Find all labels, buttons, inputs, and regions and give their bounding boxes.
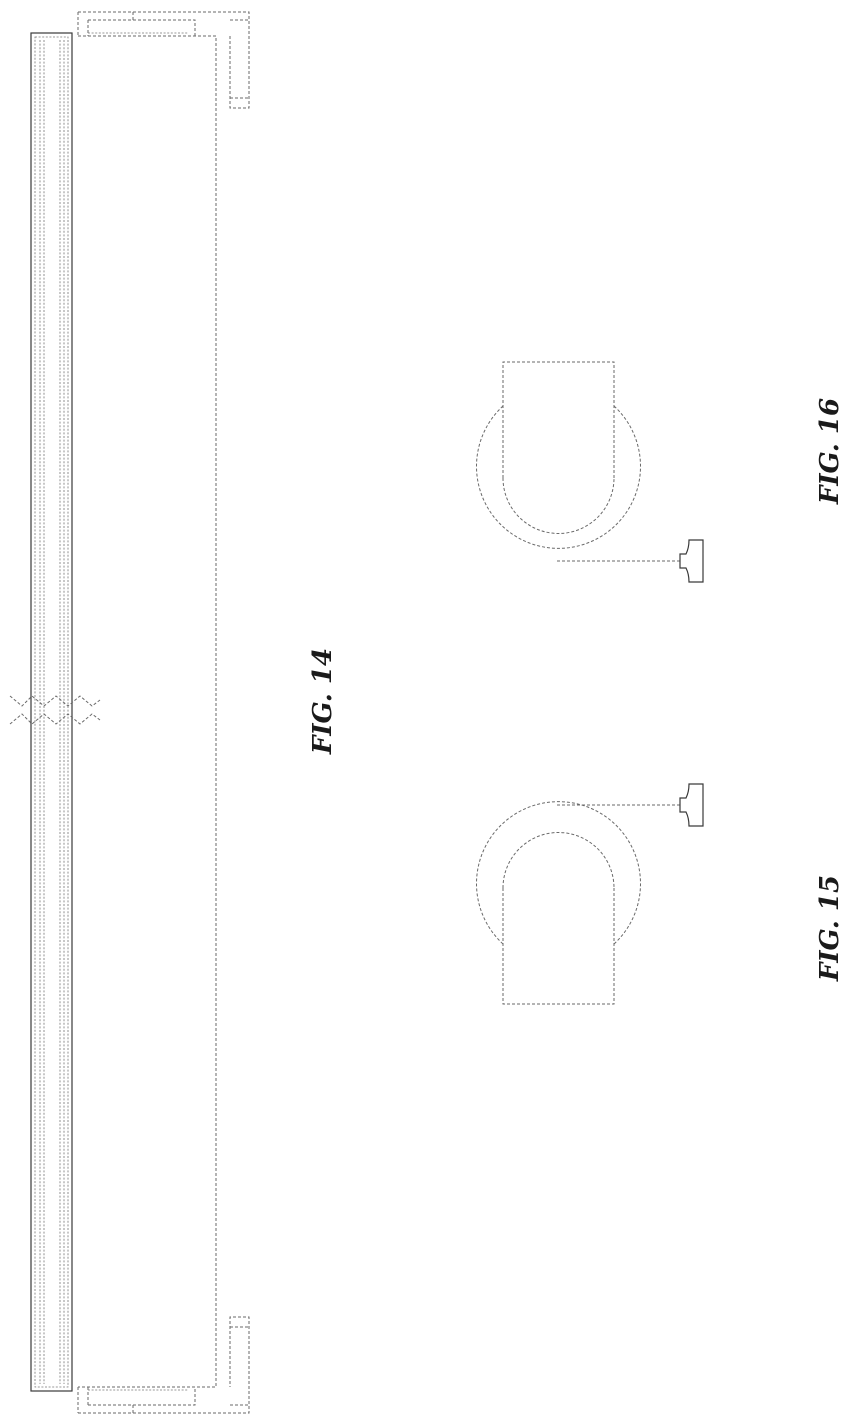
fig14-bottom-bracket [78,1317,249,1413]
fig15-drawing [476,784,703,1004]
fig16-drawing [476,362,703,582]
fig15-stem [503,888,614,1004]
fig14-rail-outer [31,33,72,1391]
fig15-end-tab [680,784,703,826]
fig14-label: FIG. 14 [308,646,338,756]
fig16-label: FIG. 16 [815,396,845,506]
fig14-housing-outline [78,36,216,1387]
fig16-inner-arc [503,478,614,534]
fig15-inner-arc [503,833,614,889]
fig15-label: FIG. 15 [815,873,845,983]
fig16-stem [503,362,614,478]
fig15-outer-arc [476,802,640,944]
fig14-drawing [10,12,249,1413]
fig16-outer-arc [476,406,640,548]
fig14-top-bracket [78,12,249,108]
fig16-end-tab [680,540,703,582]
fig14-break-mark [10,696,100,724]
